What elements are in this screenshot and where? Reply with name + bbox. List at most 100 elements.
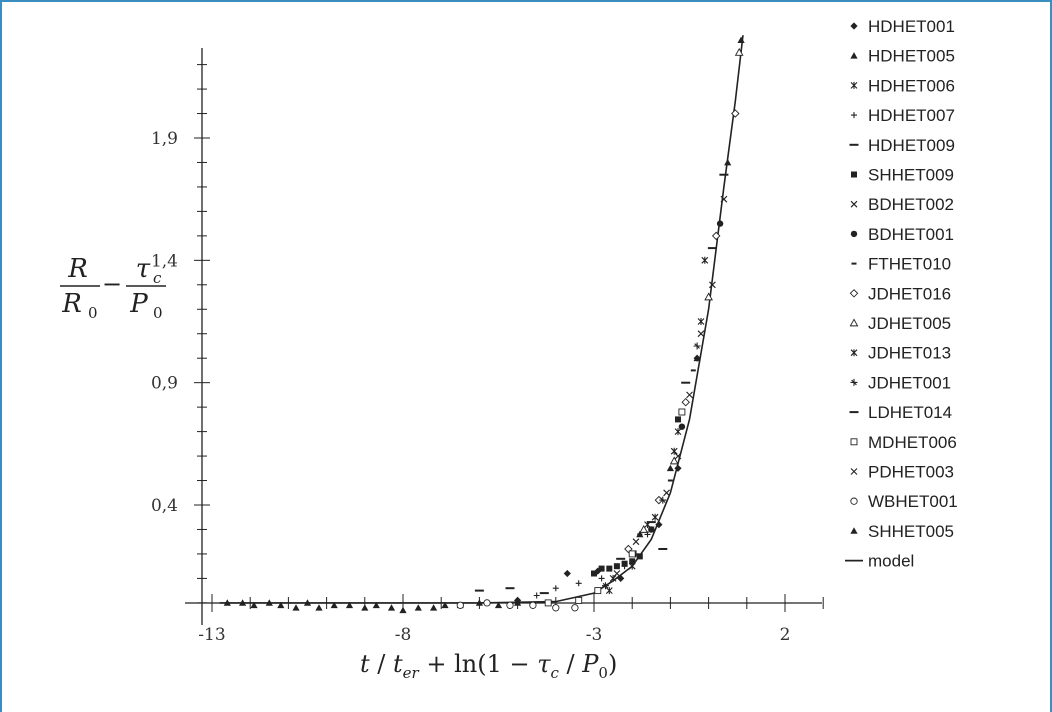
marker-x-star: [651, 513, 659, 521]
marker-triangle: [737, 36, 745, 43]
legend-marker: [849, 411, 859, 414]
xlabel-plus: +: [419, 650, 454, 678]
data-point: [239, 599, 247, 606]
legend-item: HDHET006: [850, 76, 955, 95]
marker-plus-star: [850, 378, 858, 386]
y-tick-label: 1,9: [151, 129, 178, 149]
marker-square-open: [594, 587, 602, 595]
data-point: [674, 428, 682, 436]
marker-triangle: [303, 599, 312, 606]
legend-item: BDHET001: [850, 225, 954, 244]
axes: [185, 48, 824, 625]
marker-dash: [707, 247, 717, 250]
data-point: [681, 381, 691, 384]
data-point: [441, 601, 449, 609]
data-point: [552, 604, 560, 612]
data-point: [575, 580, 582, 587]
y-tick-label: 0,9: [151, 374, 178, 394]
data-point: [697, 330, 705, 338]
marker-triangle: [399, 606, 407, 614]
data-point: [693, 354, 701, 362]
marker-short-dash: [851, 262, 857, 265]
marker-square: [675, 416, 681, 423]
data-point: [594, 587, 602, 595]
legend-item: JDHET013: [850, 344, 951, 363]
marker-dash: [849, 143, 859, 146]
data-point: [628, 550, 636, 558]
data-point: [666, 464, 674, 472]
marker-triangle: [850, 527, 858, 534]
data-point: [636, 553, 643, 560]
legend-marker: [850, 468, 858, 475]
data-point: [629, 558, 636, 565]
marker-x-star: [850, 349, 858, 357]
legend-item: PDHET003: [850, 463, 954, 482]
legend-item: BDHET002: [850, 195, 954, 214]
legend-marker: [851, 171, 857, 178]
marker-circle-open: [506, 601, 514, 609]
marker-circle-open: [552, 604, 560, 612]
xlabel-ln: ln(1 −: [454, 650, 537, 678]
legend-label: HDHET006: [868, 76, 955, 95]
marker-triangle: [693, 354, 701, 362]
xlabel-slash2: /: [559, 650, 582, 678]
xlabel-slash1: /: [370, 650, 393, 678]
data-point: [704, 292, 713, 301]
marker-circle-open: [456, 601, 464, 609]
x-tick-label: -13: [198, 625, 225, 645]
marker-x-star: [697, 318, 705, 325]
marker-triangle: [494, 601, 503, 609]
marker-x: [674, 452, 682, 460]
data-point: [609, 574, 617, 582]
marker-triangle-open: [849, 318, 859, 327]
legend-label: WBHET001: [868, 492, 958, 511]
marker-square: [591, 570, 597, 577]
legend-marker: [850, 22, 858, 30]
data-point: [571, 604, 579, 612]
data-point: [292, 604, 300, 611]
legend-marker: [850, 52, 858, 59]
legend-marker: [850, 200, 858, 208]
marker-x-star: [609, 574, 617, 582]
xlabel-t2-sub: er: [403, 664, 420, 682]
data-point: [430, 604, 438, 611]
marker-dash: [539, 592, 549, 595]
data-point: [414, 604, 422, 611]
data-point: [646, 521, 656, 524]
marker-square: [606, 565, 613, 572]
marker-plus-star: [602, 582, 609, 590]
marker-circle-open: [529, 601, 537, 609]
marker-square-open: [575, 596, 583, 604]
marker-square: [598, 565, 605, 572]
data-point: [669, 456, 679, 465]
marker-x: [720, 195, 728, 203]
data-point: [315, 604, 323, 611]
legend-label: SHHET009: [868, 166, 954, 185]
data-point: [617, 574, 625, 582]
data-point: [731, 109, 740, 118]
marker-diamond-open: [731, 109, 740, 118]
legend-item: SHHET009: [851, 166, 954, 185]
data-point: [724, 158, 732, 166]
marker-x-star: [670, 447, 678, 455]
data-point: [675, 416, 681, 423]
y-axis-label: R R 0 − τ c P 0: [60, 254, 166, 322]
ylabel-frac2-num: τ: [136, 254, 151, 284]
data-point: [667, 479, 673, 482]
legend-marker: [850, 378, 858, 386]
model-curve: [219, 35, 744, 604]
marker-x: [632, 538, 640, 546]
data-point: [544, 599, 552, 607]
marker-dash: [474, 589, 484, 592]
marker-plus: [598, 575, 605, 582]
points-layer: [223, 36, 745, 614]
marker-short-dash: [667, 479, 673, 482]
marker-triangle: [250, 601, 258, 609]
data-point: [613, 570, 621, 577]
marker-x: [686, 391, 693, 399]
legend-label: LDHET014: [868, 403, 952, 422]
data-point: [372, 601, 380, 609]
marker-square: [629, 558, 636, 565]
data-point: [539, 592, 549, 595]
